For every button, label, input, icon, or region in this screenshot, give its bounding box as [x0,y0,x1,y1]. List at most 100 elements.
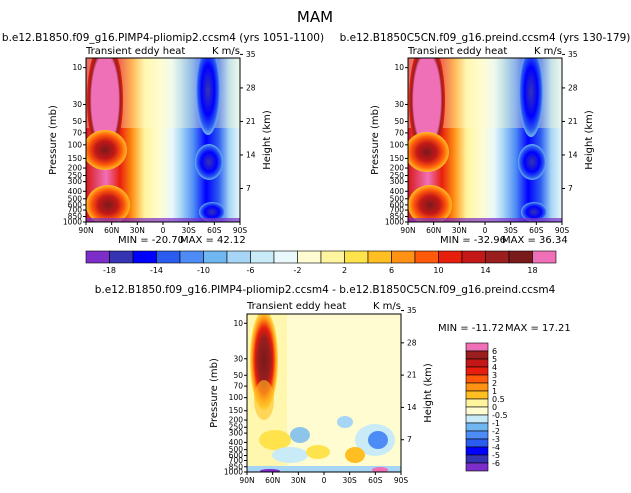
y2-tick-label: 28 [407,338,417,347]
colorbar-diff-label: -3 [492,435,500,444]
y-axis-label: Pressure (mb) [370,105,381,175]
y-tick-label: 500 [68,194,83,203]
colorbar-top-label: -18 [103,266,116,275]
y-tick-label: 30 [233,354,243,363]
panel-3-subtitle: Transient eddy heat [246,301,346,312]
y-tick-label: 70 [72,128,82,137]
x-tick-label: 90S [233,226,248,235]
y-tick-label: 500 [229,445,244,454]
colorbar-top-swatch [344,250,369,264]
panel-2-units: K m/s [534,46,562,57]
x-tick-label: 60N [426,226,441,235]
colorbar-top-swatch [156,250,181,264]
panel-3-min-label: MIN = -11.72 [438,323,504,334]
x-tick-label: 90N [400,226,415,235]
y2-tick-label: 14 [246,150,256,159]
y-tick-label: 10 [233,319,243,328]
y-tick-label: 300 [68,177,83,186]
y-tick-label: 250 [390,171,405,180]
colorbar-top-label: 6 [389,266,394,275]
y2-tick-label: 14 [568,150,578,159]
y-tick-label: 100 [390,140,405,149]
y-tick-label: 1000 [63,218,82,227]
x-tick-label: 0 [161,226,166,235]
panel-3-title: b.e12.B1850.f09_g16.PIMP4-pliomip2.ccsm4… [95,284,556,296]
y2-tick-label: 35 [246,50,256,59]
colorbar-diff-swatch [465,430,489,440]
colorbar-top-swatch [485,250,510,264]
colorbar-diff-swatch [465,342,489,352]
x-tick-label: 30S [504,226,519,235]
y-tick-label: 300 [229,429,244,438]
panel-2-subtitle: Transient eddy heat [407,46,507,57]
colorbar-diff-swatch [465,406,489,416]
y-tick-label: 1000 [224,468,243,477]
colorbar-top: -18 -14 -10 -6 -2 2 6 10 14 18 [85,250,557,275]
y-tick-label: 30 [72,100,82,109]
colorbar-top-swatch [461,250,486,264]
y-tick-label: 400 [229,438,244,447]
y-tick-label: 1000 [385,218,404,227]
y-tick-label: 850 [390,212,405,221]
colorbar-top-swatch [297,250,322,264]
y-tick-label: 300 [390,177,405,186]
panel-2: b.e12.B1850C5CN.f09_g16.preind.ccsm4 (yr… [340,32,631,246]
colorbar-diff-swatch [465,374,489,384]
colorbar-diff-swatch [465,422,489,432]
y-tick-label: 700 [68,206,83,215]
y-tick-label: 30 [394,100,404,109]
colorbar-top-swatch [532,250,557,264]
colorbar-diff-swatch [465,454,489,464]
colorbar-top-swatch [85,250,110,264]
x-tick-label: 30N [130,226,145,235]
y-tick-label: 850 [68,212,83,221]
y-tick-label: 700 [229,456,244,465]
panel-2-min-label: MIN = -32.96 [440,235,506,246]
panel-2-title: b.e12.B1850C5CN.f09_g16.preind.ccsm4 (yr… [340,32,631,44]
y-tick-label: 400 [390,187,405,196]
y2-axis-label: Height (km) [262,110,273,170]
colorbar-diff-label: 3 [492,371,497,380]
colorbar-top-swatch [132,250,157,264]
colorbar-top-label: 18 [527,266,537,275]
y-tick-label: 70 [233,382,243,391]
colorbar-top-label: -2 [294,266,302,275]
panel-3: b.e12.B1850.f09_g16.PIMP4-pliomip2.ccsm4… [95,284,571,485]
colorbar-top-swatch [391,250,416,264]
x-tick-label: 0 [483,226,488,235]
colorbar-diff-label: 4 [492,363,497,372]
y-tick-label: 100 [229,393,244,402]
colorbar-top-label: -6 [247,266,255,275]
x-tick-label: 0 [322,476,327,485]
colorbar-top-swatch [320,250,345,264]
panel-2-field [408,58,562,222]
colorbar-top-label: -14 [150,266,163,275]
y2-tick-label: 28 [568,83,578,92]
y-tick-label: 500 [390,194,405,203]
panel-1-field [86,58,240,222]
y-tick-label: 150 [229,406,244,415]
y2-tick-label: 7 [246,184,251,193]
y-axis-label: Pressure (mb) [209,358,220,428]
colorbar-top-swatch [109,250,134,264]
y-tick-label: 150 [390,154,405,163]
x-tick-label: 90S [555,226,570,235]
colorbar-diff-swatch [465,438,489,448]
panel-1-min-label: MIN = -20.70 [118,235,184,246]
y2-tick-label: 35 [407,306,417,315]
x-tick-label: 60S [529,226,544,235]
colorbar-top-swatch [179,250,204,264]
colorbar-diff-swatch [465,446,489,456]
colorbar-top-label: 14 [480,266,490,275]
panel-1: b.e12.B1850.f09_g16.PIMP4-pliomip2.ccsm4… [2,32,324,246]
colorbar-diff-swatch [465,382,489,392]
panel-3-axes: 90N 60N 30N 0 30S 60S 90S103050701001502002503… [209,306,434,485]
y-tick-label: 600 [68,200,83,209]
page-title: MAM [297,8,333,26]
y2-tick-label: 28 [246,83,256,92]
colorbar-diff-label: -2 [492,427,500,436]
panel-3-field [247,314,401,472]
y2-tick-label: 7 [568,184,573,193]
colorbar-diff-label: 1 [492,387,497,396]
colorbar-diff-swatch [465,462,489,472]
